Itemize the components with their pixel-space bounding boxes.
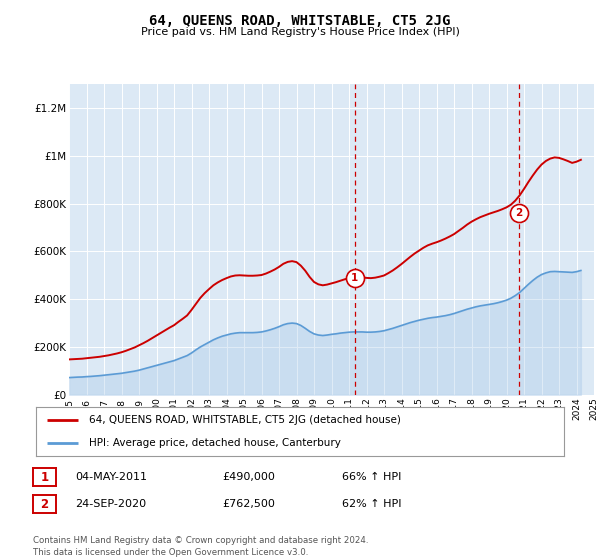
Text: 66% ↑ HPI: 66% ↑ HPI bbox=[342, 472, 401, 482]
Text: £490,000: £490,000 bbox=[222, 472, 275, 482]
Text: 1: 1 bbox=[40, 470, 49, 484]
Text: £762,500: £762,500 bbox=[222, 499, 275, 509]
Text: 64, QUEENS ROAD, WHITSTABLE, CT5 2JG: 64, QUEENS ROAD, WHITSTABLE, CT5 2JG bbox=[149, 14, 451, 28]
Text: 2: 2 bbox=[515, 208, 523, 217]
Text: 24-SEP-2020: 24-SEP-2020 bbox=[75, 499, 146, 509]
Text: 04-MAY-2011: 04-MAY-2011 bbox=[75, 472, 147, 482]
Text: 2: 2 bbox=[40, 497, 49, 511]
Text: 64, QUEENS ROAD, WHITSTABLE, CT5 2JG (detached house): 64, QUEENS ROAD, WHITSTABLE, CT5 2JG (de… bbox=[89, 416, 401, 426]
Text: Price paid vs. HM Land Registry's House Price Index (HPI): Price paid vs. HM Land Registry's House … bbox=[140, 27, 460, 37]
Text: Contains HM Land Registry data © Crown copyright and database right 2024.
This d: Contains HM Land Registry data © Crown c… bbox=[33, 536, 368, 557]
Text: 62% ↑ HPI: 62% ↑ HPI bbox=[342, 499, 401, 509]
Text: 1: 1 bbox=[351, 273, 358, 283]
Text: HPI: Average price, detached house, Canterbury: HPI: Average price, detached house, Cant… bbox=[89, 438, 341, 448]
